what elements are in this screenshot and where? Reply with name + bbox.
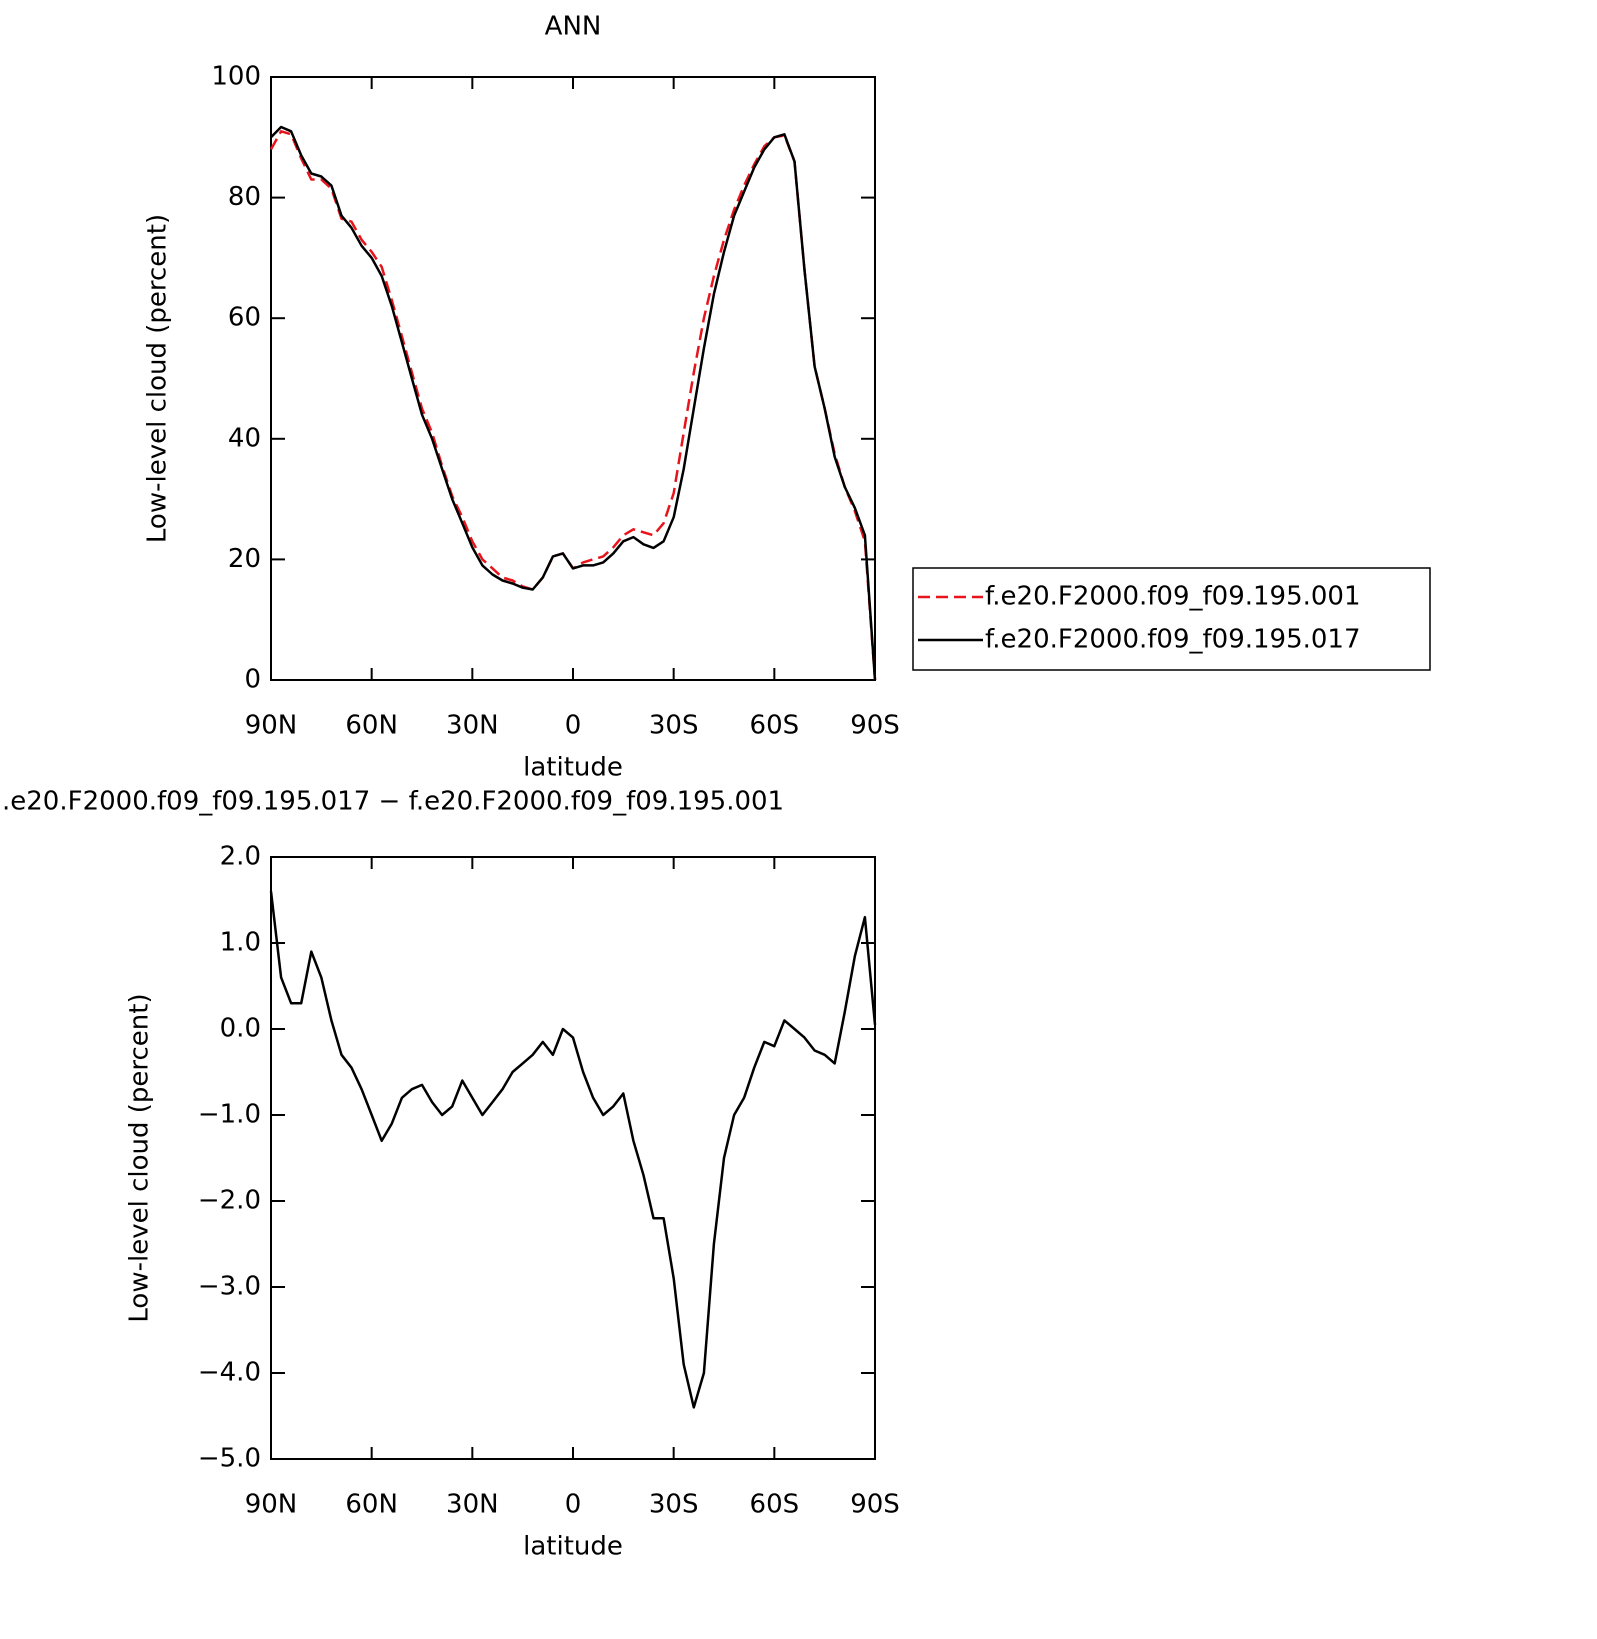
y-tick-label: −5.0	[198, 1444, 261, 1474]
x-tick-label: 60S	[750, 711, 800, 741]
y-tick-label: 0	[244, 665, 261, 695]
legend-box	[912, 567, 1431, 671]
y-tick-label: 100	[211, 62, 261, 92]
y-tick-label: −3.0	[198, 1272, 261, 1302]
y-tick-label: 60	[228, 303, 261, 333]
plot-frame	[270, 856, 876, 1460]
x-tick-label: 30S	[649, 1490, 699, 1520]
legend-label: f.e20.F2000.f09_f09.195.001	[985, 582, 1361, 612]
x-tick-label: 0	[565, 1490, 582, 1520]
y-axis-label: Low-level cloud (percent)	[143, 214, 173, 543]
x-tick-label: 90S	[850, 711, 900, 741]
x-tick-label: 60N	[345, 1490, 398, 1520]
data-line	[269, 891, 877, 1409]
y-tick-label: 80	[228, 182, 261, 212]
x-tick-label: 60S	[750, 1490, 800, 1520]
y-axis-label: Low-level cloud (percent)	[125, 993, 155, 1322]
x-tick-label: 30S	[649, 711, 699, 741]
y-tick-label: −2.0	[198, 1186, 261, 1216]
y-tick-label: 0.0	[220, 1014, 261, 1044]
y-tick-label: 40	[228, 423, 261, 453]
data-line	[270, 125, 877, 681]
x-tick-label: 30N	[446, 1490, 499, 1520]
y-tick-label: 1.0	[220, 928, 261, 958]
y-tick-label: −4.0	[198, 1358, 261, 1388]
x-tick-label: 30N	[446, 711, 499, 741]
y-tick-label: −1.0	[198, 1100, 261, 1130]
x-tick-label: 90N	[245, 1490, 298, 1520]
chart-title: .e20.F2000.f09_f09.195.017 − f.e20.F2000…	[2, 787, 784, 817]
x-axis-label: latitude	[523, 753, 623, 783]
x-axis-label: latitude	[523, 1532, 623, 1562]
chart-title: ANN	[545, 12, 602, 42]
x-tick-label: 90N	[245, 711, 298, 741]
plot-frame	[270, 76, 876, 681]
data-line	[269, 130, 877, 681]
x-tick-label: 60N	[345, 711, 398, 741]
y-tick-label: 20	[228, 544, 261, 574]
legend-label: f.e20.F2000.f09_f09.195.017	[985, 625, 1361, 655]
y-tick-label: 2.0	[220, 842, 261, 872]
x-tick-label: 90S	[850, 1490, 900, 1520]
x-tick-label: 0	[565, 711, 582, 741]
